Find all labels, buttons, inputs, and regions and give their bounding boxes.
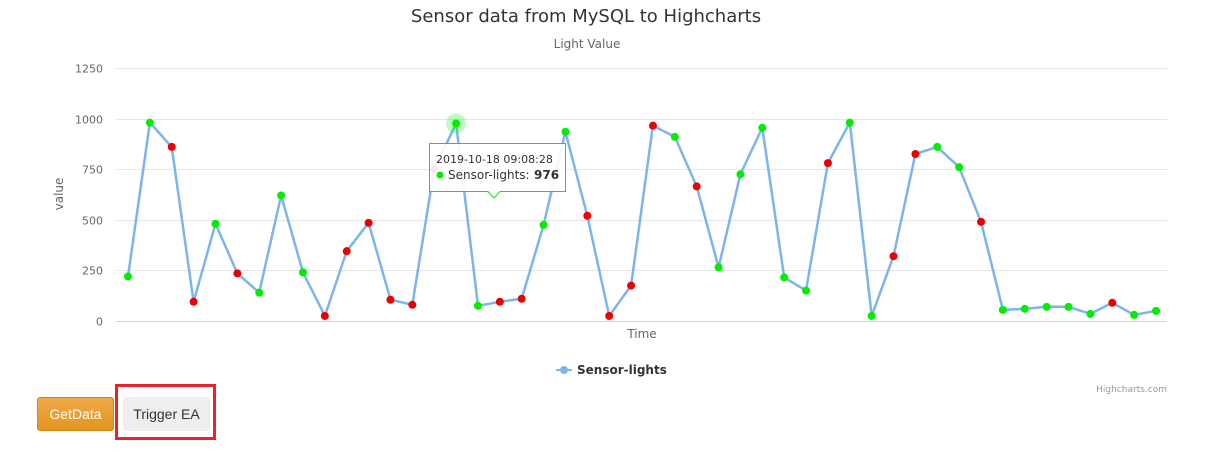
data-point[interactable] xyxy=(277,191,286,200)
data-point[interactable] xyxy=(583,211,592,220)
legend-item-sensor-lights[interactable]: Sensor-lights xyxy=(577,363,667,377)
chart-subtitle: Light Value xyxy=(554,37,621,51)
data-point[interactable] xyxy=(627,281,636,290)
data-point[interactable] xyxy=(758,123,767,132)
chart: Sensor data from MySQL to Highcharts Lig… xyxy=(52,6,1167,395)
legend[interactable]: Sensor-lights xyxy=(556,363,667,377)
data-point[interactable] xyxy=(255,288,264,297)
data-point[interactable] xyxy=(561,127,570,136)
data-point[interactable] xyxy=(320,311,329,320)
x-axis-label: Time xyxy=(626,327,656,341)
y-tick-label: 250 xyxy=(82,265,103,278)
data-point[interactable] xyxy=(1108,298,1117,307)
data-point[interactable] xyxy=(889,252,898,261)
data-point[interactable] xyxy=(1042,302,1051,311)
data-point[interactable] xyxy=(364,218,373,227)
data-point[interactable] xyxy=(452,119,461,128)
data-point[interactable] xyxy=(1086,309,1095,318)
data-point[interactable] xyxy=(189,297,198,306)
getdata-button[interactable]: GetData xyxy=(37,397,114,431)
data-point[interactable] xyxy=(539,220,548,229)
data-point[interactable] xyxy=(1130,310,1139,319)
data-point[interactable] xyxy=(911,150,920,159)
data-point[interactable] xyxy=(167,142,176,151)
data-point[interactable] xyxy=(714,263,723,272)
data-point[interactable] xyxy=(1152,306,1160,315)
data-point[interactable] xyxy=(342,247,351,256)
trigger-ea-button[interactable]: Trigger EA xyxy=(123,397,210,431)
data-point[interactable] xyxy=(124,272,132,281)
data-point[interactable] xyxy=(648,121,657,130)
data-point[interactable] xyxy=(845,118,854,127)
data-point[interactable] xyxy=(998,305,1007,314)
data-point[interactable] xyxy=(955,163,964,172)
grid-lines xyxy=(116,68,1167,322)
data-point[interactable] xyxy=(867,311,876,320)
data-point[interactable] xyxy=(802,286,811,295)
chart-title: Sensor data from MySQL to Highcharts xyxy=(411,6,761,27)
data-point[interactable] xyxy=(692,182,701,191)
data-point[interactable] xyxy=(386,295,395,304)
data-point[interactable] xyxy=(1064,302,1073,311)
data-point[interactable] xyxy=(780,273,789,282)
series-line xyxy=(126,121,1157,318)
data-point[interactable] xyxy=(670,132,679,141)
data-point[interactable] xyxy=(233,269,242,278)
y-tick-label: 0 xyxy=(96,316,103,329)
data-point[interactable] xyxy=(408,300,417,309)
tooltip-series-label: Sensor-lights: xyxy=(448,168,530,182)
data-point[interactable] xyxy=(977,217,986,226)
legend-marker-symbol xyxy=(560,366,568,374)
y-tick-label: 1250 xyxy=(75,63,103,76)
data-point[interactable] xyxy=(211,219,220,228)
tooltip: 2019-10-18 09:08:28 Sensor-lights: 976 xyxy=(429,143,566,199)
y-tick-label: 1000 xyxy=(75,114,103,127)
data-point[interactable] xyxy=(1020,304,1029,313)
data-point[interactable] xyxy=(495,297,504,306)
y-axis-tick-labels: 0 250 500 750 1000 1250 xyxy=(75,63,103,329)
tooltip-series-marker xyxy=(436,171,444,179)
tooltip-box xyxy=(429,143,566,199)
y-tick-label: 500 xyxy=(82,215,103,228)
y-axis-label: value xyxy=(52,178,66,211)
data-point[interactable] xyxy=(145,118,154,127)
y-tick-label: 750 xyxy=(82,164,103,177)
series-sensor-lights xyxy=(124,113,1160,320)
data-point[interactable] xyxy=(517,294,526,303)
credits-link[interactable]: Highcharts.com xyxy=(1096,385,1167,395)
data-point[interactable] xyxy=(605,311,614,320)
data-point[interactable] xyxy=(933,142,942,151)
data-point[interactable] xyxy=(736,170,745,179)
data-point[interactable] xyxy=(473,301,482,310)
data-point[interactable] xyxy=(823,159,832,168)
tooltip-time: 2019-10-18 09:08:28 xyxy=(436,153,553,166)
tooltip-value: 976 xyxy=(534,168,559,182)
data-point[interactable] xyxy=(298,268,307,277)
